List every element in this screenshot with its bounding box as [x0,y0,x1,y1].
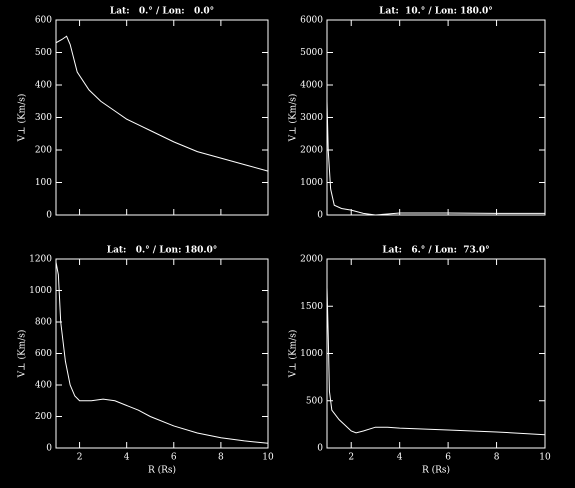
panel-title: Lat: 0.° / Lon: 180.0° [107,246,218,256]
y-tick-label: 200 [35,146,52,156]
x-tick-label: 8 [494,453,500,463]
x-tick-label: 8 [218,453,224,463]
y-tick-label: 6000 [300,16,323,26]
y-tick-label: 100 [35,178,52,188]
y-tick-label: 600 [35,349,52,359]
x-tick-label: 2 [348,453,354,463]
data-line [326,101,545,216]
x-tick-label: 10 [539,453,551,463]
panel-title: Lat: 0.° / Lon: 0.0° [110,7,214,17]
y-tick-label: 500 [306,396,323,406]
y-tick-label: 0 [317,444,323,454]
y-tick-label: 2000 [300,146,323,156]
y-tick-label: 400 [35,381,52,391]
x-tick-label: 6 [171,453,177,463]
data-line [55,35,269,172]
x-tick-label: 4 [124,453,130,463]
y-tick-label: 1200 [29,255,52,265]
y-tick-label: 800 [35,318,52,328]
y-tick-label: 4000 [300,81,323,91]
panel: Lat: 0.° / Lon: 180.0° V⊥ (Km/s) R (Rs) 0 20… [17,246,274,476]
y-tick-label: 300 [35,113,52,123]
x-tick-label: 6 [445,453,451,463]
panel-title: Lat: 10.° / Lon: 180.0° [379,7,493,17]
y-tick-label: 400 [35,81,52,91]
x-axis-label: R (Rs) [148,465,176,476]
plot-frame [326,258,546,449]
plot-frame [326,19,546,216]
plot-frame [55,258,269,449]
panel: Lat: 6.° / Lon: 73.0° V⊥ (Km/s) R (Rs) 0 500… [288,246,551,476]
panel-title: Lat: 6.° / Lon: 73.0° [382,246,489,256]
y-tick-label: 2000 [300,255,323,265]
y-tick-label: 5000 [300,48,323,58]
x-tick-label: 4 [397,453,403,463]
x-tick-label: 2 [77,453,83,463]
x-axis-label: R (Rs) [422,465,450,476]
y-tick-label: 0 [46,211,52,221]
y-axis-label: V⊥ (Km/s) [288,94,299,143]
plot-frame [55,19,269,216]
y-tick-label: 500 [35,48,52,58]
y-tick-label: 0 [317,211,323,221]
y-tick-label: 0 [46,444,52,454]
y-tick-label: 3000 [300,113,323,123]
y-tick-label: 1000 [29,286,52,296]
y-tick-label: 200 [35,412,52,422]
y-tick-label: 1000 [300,349,323,359]
y-tick-label: 600 [35,16,52,26]
x-tick-label: 10 [262,453,274,463]
panel: Lat: 10.° / Lon: 180.0° V⊥ (Km/s) 0 1000 200… [288,7,546,221]
y-axis-label: V⊥ (Km/s) [17,94,28,143]
panel: Lat: 0.° / Lon: 0.0° V⊥ (Km/s) 0 100 200 300 4… [17,7,269,221]
data-line [326,287,546,436]
y-tick-label: 1000 [300,178,323,188]
y-axis-label: V⊥ (Km/s) [288,330,299,379]
y-axis-label: V⊥ (Km/s) [17,330,28,379]
y-tick-label: 1500 [300,302,323,312]
data-line [55,262,269,444]
